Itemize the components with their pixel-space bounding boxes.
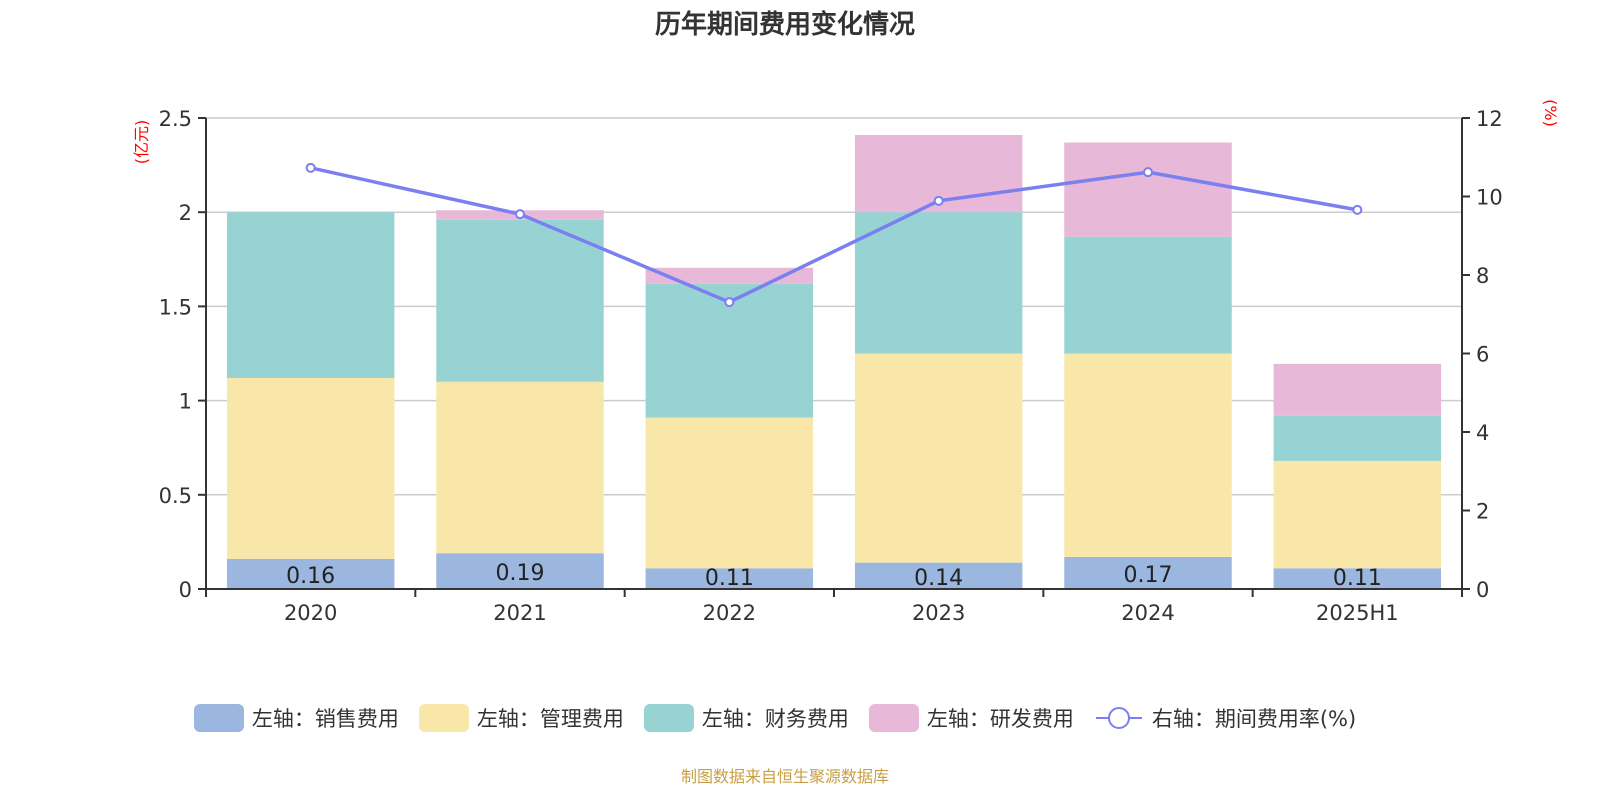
bar-segment-sales — [1064, 556, 1232, 589]
data-label: 0.11 — [1333, 566, 1382, 591]
expense-rate-point — [724, 297, 735, 308]
data-label: 0.11 — [705, 566, 754, 591]
bar-segment-rnd — [1273, 363, 1442, 416]
legend-item[interactable]: 右轴：期间费用率(%) — [1094, 703, 1356, 733]
bar-segment-sales — [226, 558, 395, 589]
bar-segment-finance — [1273, 415, 1442, 461]
left-axis-title: (亿元) — [132, 120, 151, 165]
left-axis-tick-label: 0 — [179, 578, 192, 602]
x-axis-tick-label: 2024 — [1121, 601, 1174, 625]
left-axis-tick-label: 1.5 — [159, 295, 192, 319]
expense-rate-point — [1143, 167, 1153, 178]
right-axis-tick-label: 4 — [1476, 421, 1489, 445]
x-axis-tick-label: 2023 — [912, 601, 965, 625]
expense-rate-point — [305, 162, 316, 173]
legend-item[interactable]: 左轴：研发费用 — [868, 703, 1074, 733]
legend-label: 左轴：管理费用 — [476, 707, 624, 731]
x-axis-tick-label: 2025H1 — [1316, 601, 1399, 625]
legend-item[interactable]: 左轴：销售费用 — [193, 703, 399, 733]
x-axis-tick-label: 2020 — [284, 601, 337, 625]
legend-item[interactable]: 左轴：管理费用 — [418, 703, 624, 733]
right-axis-tick-label: 12 — [1476, 107, 1503, 131]
expense-rate-point — [515, 209, 525, 220]
legend-line-marker-icon — [1095, 707, 1142, 729]
bar-segment-sales — [436, 553, 604, 589]
bar-segment-admin — [1273, 460, 1442, 569]
left-axis-tick-label: 2 — [179, 201, 192, 225]
legend-label: 右轴：期间费用率(%) — [1151, 707, 1357, 731]
right-axis-tick-label: 2 — [1476, 500, 1489, 524]
x-axis-tick-label: 2021 — [493, 601, 546, 625]
chart-title: 历年期间费用变化情况 — [654, 10, 915, 40]
bar-segment-sales — [1273, 568, 1442, 589]
bar-segment-finance — [854, 212, 1023, 354]
legend-label: 左轴：销售费用 — [251, 707, 399, 731]
source-footer: 制图数据来自恒生聚源数据库 — [680, 767, 889, 786]
expense-rate-line — [305, 162, 1363, 308]
legend-label: 左轴：财务费用 — [701, 707, 849, 731]
legend-swatch — [868, 704, 919, 732]
bars — [226, 134, 1442, 589]
right-axis-tick-label: 0 — [1476, 578, 1489, 602]
bar-segment-admin — [645, 417, 814, 569]
bar-segment-rnd — [1064, 142, 1232, 237]
right-axis-tick-label: 8 — [1476, 264, 1489, 288]
data-label: 0.19 — [496, 561, 545, 586]
expense-rate-point — [1352, 204, 1363, 215]
x-axis-tick-label: 2022 — [703, 601, 756, 625]
legend-swatch — [418, 704, 469, 732]
expense-rate-point — [933, 195, 944, 206]
data-labels: 0.16 0.19 0.11 0.14 0.17 0.11 — [286, 561, 1382, 591]
expense-rate-line-path — [310, 166, 1358, 305]
legend-swatch — [643, 704, 694, 732]
data-label: 0.17 — [1124, 563, 1173, 588]
bar-segment-rnd — [645, 267, 814, 284]
bar-segment-finance — [436, 219, 604, 382]
bar-segment-sales — [645, 568, 814, 589]
axes: 0 0.5 1 1.5 2 2.5 0 2 4 6 8 10 12 2020 2021 2022 2023 202… — [159, 107, 1503, 625]
left-axis-tick-label: 0.5 — [159, 484, 192, 508]
data-label: 0.16 — [286, 564, 335, 589]
legend-item[interactable]: 左轴：财务费用 — [643, 703, 849, 733]
right-axis-title: (%) — [1541, 99, 1560, 127]
legend-label: 左轴：研发费用 — [926, 707, 1074, 731]
bar-segment-admin — [436, 381, 604, 554]
bar-segment-admin — [1064, 353, 1232, 557]
data-label: 0.14 — [914, 566, 963, 591]
right-axis-tick-label: 6 — [1476, 343, 1489, 367]
bar-segment-sales — [854, 562, 1023, 589]
bar-segment-admin — [854, 353, 1023, 563]
left-axis-tick-label: 1 — [179, 390, 192, 414]
legend-swatch — [193, 704, 244, 732]
right-axis-tick-label: 10 — [1476, 186, 1503, 210]
left-axis-tick-label: 2.5 — [159, 107, 192, 131]
bar-segment-admin — [226, 377, 395, 559]
bar-segment-finance — [226, 212, 395, 378]
legend: 左轴：销售费用 左轴：管理费用 左轴：财务费用 左轴：研发费用 右轴：期间费用率(%) — [0, 703, 1570, 733]
gridlines — [206, 117, 1462, 496]
bar-segment-finance — [1064, 236, 1232, 354]
